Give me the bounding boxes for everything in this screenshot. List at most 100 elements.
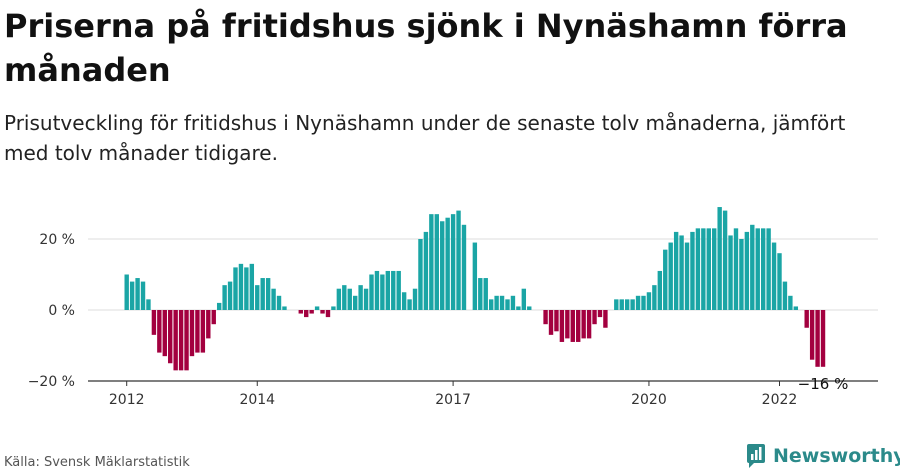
page-subtitle: Prisutveckling för fritidshus i Nynäsham… xyxy=(4,111,846,165)
bar xyxy=(706,228,711,310)
bar xyxy=(358,285,363,310)
bar xyxy=(162,310,167,357)
bar xyxy=(695,228,701,310)
bar xyxy=(760,228,766,310)
bar xyxy=(304,310,309,318)
bar xyxy=(233,267,238,310)
bar xyxy=(276,295,282,310)
bar xyxy=(146,299,151,310)
bar xyxy=(249,263,255,310)
bar xyxy=(728,235,733,310)
bar xyxy=(771,242,777,310)
bar xyxy=(548,310,554,335)
bar xyxy=(488,299,494,310)
bar xyxy=(472,242,478,310)
bar xyxy=(516,306,521,310)
bar xyxy=(712,228,717,310)
bar xyxy=(499,295,505,310)
bar xyxy=(407,299,412,310)
bar xyxy=(820,310,826,367)
bar xyxy=(184,310,189,371)
bar xyxy=(624,299,630,310)
bar xyxy=(282,306,287,310)
bar xyxy=(809,310,815,360)
bar xyxy=(129,281,135,310)
bar xyxy=(173,310,178,371)
bar xyxy=(570,310,575,342)
bar xyxy=(744,231,750,310)
bar xyxy=(527,306,532,310)
bar xyxy=(151,310,157,335)
bar xyxy=(347,288,352,310)
bar xyxy=(331,306,336,310)
bar xyxy=(222,285,227,310)
bar xyxy=(342,285,347,310)
page-title: Priserna på fritidshus sjönk i Nynäshamn… xyxy=(4,7,848,89)
bar xyxy=(652,285,657,310)
bar xyxy=(325,310,331,318)
bar xyxy=(216,302,222,310)
bar xyxy=(320,310,325,314)
bar xyxy=(581,310,586,339)
bar xyxy=(554,310,559,332)
bar xyxy=(722,210,728,310)
bar xyxy=(483,278,488,310)
bar xyxy=(684,242,690,310)
bar xyxy=(391,270,396,310)
bar xyxy=(260,278,265,310)
bar xyxy=(298,310,303,314)
bar xyxy=(135,278,140,310)
bar xyxy=(739,239,744,310)
bar xyxy=(559,310,565,342)
bar xyxy=(750,224,755,310)
bar xyxy=(440,221,445,310)
bar xyxy=(445,217,450,310)
bar xyxy=(630,299,635,310)
bar xyxy=(766,228,771,310)
bar xyxy=(363,288,369,310)
bar xyxy=(211,310,216,325)
bar xyxy=(494,295,499,310)
bar xyxy=(804,310,809,328)
bar xyxy=(592,310,597,325)
bar xyxy=(124,274,129,310)
bar xyxy=(369,274,374,310)
bar xyxy=(614,299,619,310)
bar xyxy=(701,228,706,310)
bar xyxy=(140,281,146,310)
bar xyxy=(157,310,162,353)
bar xyxy=(521,288,527,310)
bar xyxy=(168,310,173,364)
bar xyxy=(309,310,314,314)
bar xyxy=(690,231,695,310)
bar xyxy=(238,263,244,310)
bar xyxy=(619,299,624,310)
bar xyxy=(641,295,646,310)
price-change-bar-chart: 20 % 0 % −20 % 2012 2014 2017 2020 2022−16 % xyxy=(28,207,878,408)
bar xyxy=(733,228,739,310)
bar xyxy=(576,310,581,342)
bar xyxy=(352,295,358,310)
x-tick-label: 2012 xyxy=(109,392,145,408)
bar xyxy=(450,214,456,310)
bar xyxy=(200,310,206,353)
bar xyxy=(255,285,260,310)
bar xyxy=(178,310,184,371)
brand-name: Newsworthy xyxy=(773,445,900,467)
bar xyxy=(478,278,483,310)
newsworthy-bars-icon xyxy=(747,444,765,468)
bar xyxy=(434,214,439,310)
bar xyxy=(429,214,434,310)
bar xyxy=(657,270,663,310)
bar xyxy=(265,278,271,310)
bar xyxy=(646,292,652,310)
bar xyxy=(597,310,603,318)
bar xyxy=(189,310,195,357)
bar xyxy=(510,295,516,310)
newsworthy-logo: Newsworthy xyxy=(745,443,900,469)
bar xyxy=(663,249,668,310)
bar xyxy=(206,310,211,339)
bar xyxy=(271,288,276,310)
bar xyxy=(423,231,429,310)
bar xyxy=(195,310,200,353)
